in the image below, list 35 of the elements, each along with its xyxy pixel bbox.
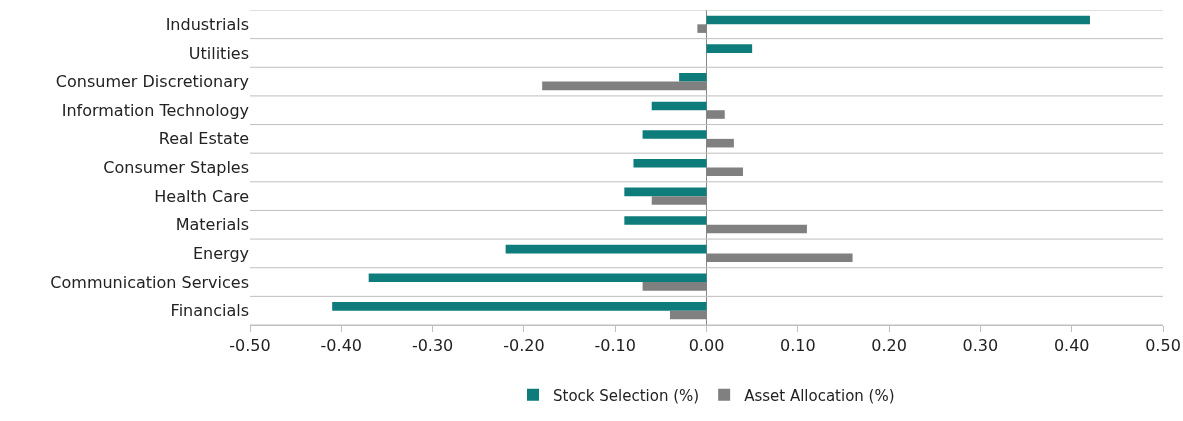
x-tick-label: 0.00 (688, 336, 725, 356)
bar (633, 158, 707, 168)
legend-label: Stock Selection (%) (553, 386, 700, 405)
x-tick-label: -0.30 (411, 336, 454, 356)
y-tick-label: Real Estate (158, 129, 249, 149)
x-tick-label: -0.10 (594, 336, 636, 356)
bar (505, 244, 707, 254)
x-tick-label: 0.20 (871, 336, 907, 356)
x-tick-label: 0.50 (1145, 336, 1181, 356)
y-tick-label: Information Technology (61, 100, 249, 120)
bar (332, 302, 707, 311)
bar (368, 273, 707, 283)
bar (706, 15, 1090, 25)
y-tick-label: Communication Services (50, 272, 249, 292)
bar (624, 187, 707, 197)
legend-label: Asset Allocation (%) (744, 386, 895, 405)
y-tick-label: Energy (192, 244, 249, 264)
bar (624, 216, 707, 225)
y-tick-label: Financials (170, 301, 249, 321)
y-tick-label: Industrials (165, 14, 249, 34)
x-tick-label: 0.10 (779, 336, 816, 356)
y-tick-label: Consumer Staples (103, 158, 249, 178)
y-tick-label: Materials (175, 215, 249, 235)
x-tick-label: -0.40 (320, 336, 362, 356)
x-tick-label: -0.20 (503, 336, 545, 356)
x-tick-label: -0.50 (229, 336, 271, 356)
y-tick-label: Health Care (154, 186, 249, 206)
y-tick-label: Utilities (188, 43, 249, 63)
y-tick-label: Consumer Discretionary (55, 72, 249, 92)
x-tick-label: 0.30 (962, 336, 999, 356)
bar (651, 101, 707, 111)
bar (642, 130, 707, 139)
bar (706, 44, 753, 53)
bar (679, 73, 707, 82)
x-tick-label: 0.40 (1053, 336, 1090, 356)
